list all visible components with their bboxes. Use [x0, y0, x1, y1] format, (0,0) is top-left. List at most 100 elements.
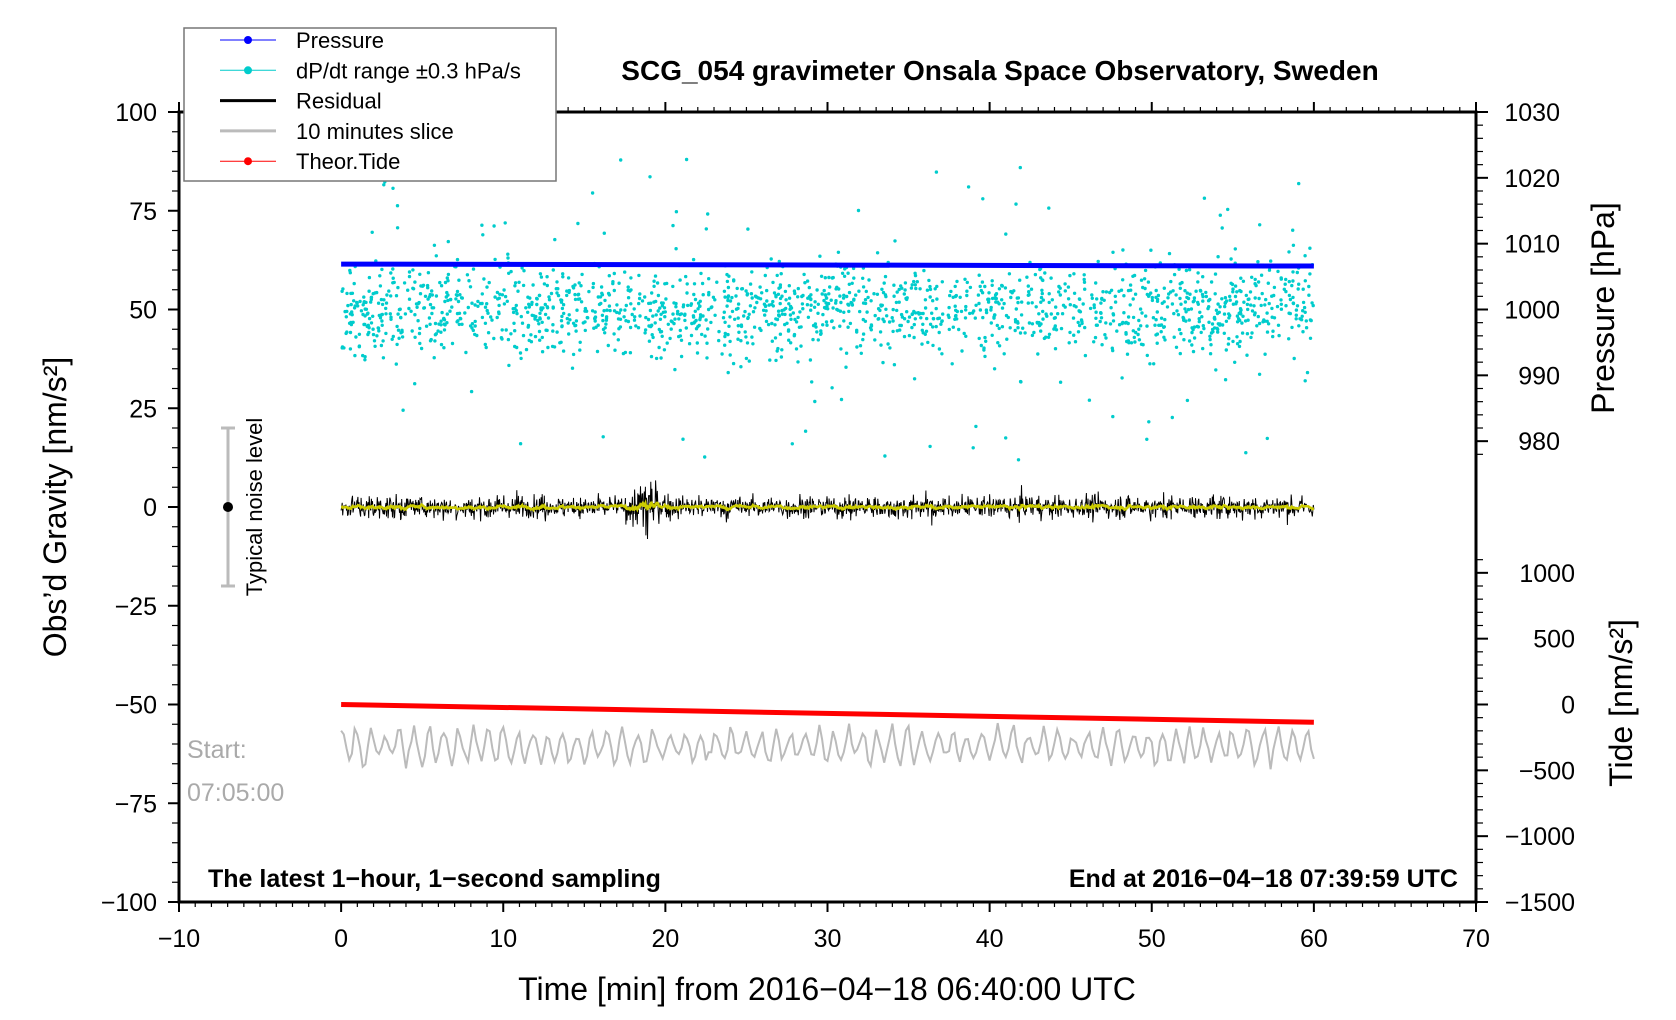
dpdt-point: [839, 347, 843, 351]
dpdt-point: [865, 310, 869, 314]
dpdt-point: [933, 287, 937, 291]
dpdt-point: [1272, 316, 1277, 320]
dpdt-point: [604, 316, 609, 320]
dpdt-point: [397, 336, 401, 340]
dpdt-point: [1227, 312, 1231, 316]
dpdt-point: [1245, 302, 1250, 307]
dpdt-point: [619, 308, 623, 312]
dpdt-point: [1026, 293, 1031, 297]
tide-tick-label: 0: [1561, 692, 1575, 720]
dpdt-point: [1222, 312, 1227, 316]
dpdt-point: [628, 325, 633, 330]
dpdt-point: [1216, 322, 1221, 326]
dpdt-point: [828, 285, 832, 289]
dpdt-point: [1041, 317, 1045, 321]
dpdt-point: [1073, 340, 1078, 344]
dpdt-point: [565, 293, 569, 298]
dpdt-point: [526, 310, 530, 314]
dpdt-point: [1115, 329, 1119, 333]
dpdt-point: [602, 309, 606, 313]
dpdt-point: [955, 279, 959, 284]
dpdt-point: [1163, 338, 1167, 342]
dpdt-point: [778, 301, 782, 306]
dpdt-point: [480, 223, 484, 227]
dpdt-point: [722, 310, 726, 314]
dpdt-point: [966, 185, 971, 189]
dpdt-point: [1206, 299, 1211, 303]
dpdt-point: [457, 322, 461, 327]
dpdt-point: [1197, 317, 1201, 321]
dpdt-point: [861, 337, 865, 342]
dpdt-point: [1177, 327, 1182, 332]
dpdt-point: [1126, 315, 1131, 319]
legend-swatch-dot: [244, 36, 252, 44]
dpdt-point: [1047, 300, 1051, 305]
y-tick-label: 25: [129, 395, 157, 423]
dpdt-point: [989, 308, 993, 312]
dpdt-point: [723, 295, 727, 299]
dpdt-point: [684, 274, 688, 279]
dpdt-point: [995, 323, 999, 328]
dpdt-point: [858, 309, 862, 314]
dpdt-point: [648, 175, 652, 179]
dpdt-point: [1288, 297, 1293, 302]
dpdt-point: [1068, 303, 1073, 307]
dpdt-point: [1220, 297, 1224, 301]
dpdt-point: [1183, 300, 1188, 304]
dpdt-point: [373, 344, 377, 348]
dpdt-point: [689, 303, 693, 307]
dpdt-point: [1058, 293, 1063, 297]
dpdt-point: [1196, 271, 1200, 275]
dpdt-point: [560, 324, 564, 328]
dpdt-point: [413, 313, 417, 317]
dpdt-point: [928, 322, 933, 326]
dpdt-point: [912, 377, 917, 381]
dpdt-point: [363, 322, 367, 327]
dpdt-point: [551, 268, 555, 272]
dpdt-point: [740, 287, 744, 291]
dpdt-point: [1050, 298, 1055, 302]
dpdt-point: [651, 335, 655, 340]
dpdt-point: [968, 285, 973, 290]
dpdt-point: [1026, 301, 1031, 305]
dpdt-point: [380, 319, 384, 323]
dpdt-point: [981, 197, 985, 201]
dpdt-point: [1147, 420, 1151, 424]
dpdt-point: [480, 315, 485, 320]
dpdt-point: [1265, 311, 1269, 315]
dpdt-point: [1237, 311, 1241, 315]
dpdt-point: [1230, 282, 1235, 287]
dpdt-point: [947, 327, 951, 332]
dpdt-point: [1113, 294, 1118, 298]
dpdt-point: [396, 285, 400, 290]
dpdt-point: [815, 330, 819, 334]
dpdt-point: [674, 301, 678, 306]
dpdt-point: [586, 316, 590, 320]
dpdt-point: [850, 281, 854, 285]
dpdt-point: [1213, 272, 1218, 276]
dpdt-point: [536, 318, 540, 323]
dpdt-point: [651, 314, 655, 318]
dpdt-point: [1040, 288, 1044, 292]
dpdt-point: [1071, 316, 1076, 320]
dpdt-point: [989, 305, 993, 310]
dpdt-point: [811, 337, 815, 342]
dpdt-point: [1241, 279, 1246, 283]
dpdt-point: [1008, 326, 1012, 330]
dpdt-point: [728, 299, 733, 303]
dpdt-point: [996, 341, 1000, 345]
dpdt-point: [413, 335, 417, 339]
dpdt-point: [1041, 298, 1046, 302]
y-tick-label: 0: [143, 494, 157, 522]
dpdt-point: [513, 284, 517, 288]
dpdt-point: [524, 306, 528, 310]
legend-label: Pressure: [296, 28, 384, 53]
dpdt-point: [758, 285, 762, 289]
dpdt-point: [514, 303, 518, 308]
dpdt-point: [770, 321, 774, 326]
dpdt-point: [1057, 290, 1061, 294]
dpdt-point: [1265, 436, 1270, 441]
dpdt-point: [1054, 328, 1059, 332]
dpdt-point: [951, 295, 955, 299]
